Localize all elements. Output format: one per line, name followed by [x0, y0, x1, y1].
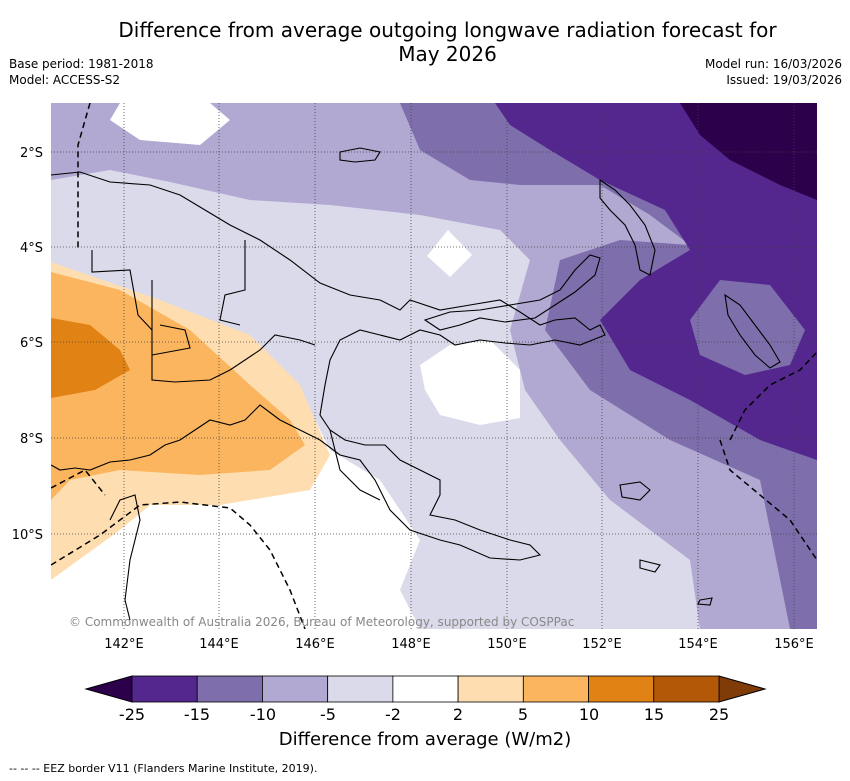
lat-label: 6°S [20, 336, 43, 351]
colorbar-ticks: -25 -15 -10 -5 -2 2 5 10 15 25 [119, 705, 729, 724]
meta-left: Base period: 1981-2018 Model: ACCESS-S2 [9, 56, 154, 88]
patch-white-top [110, 103, 230, 145]
colorbar-tick: 2 [453, 705, 463, 724]
lat-label: 10°S [12, 528, 43, 543]
lat-label: 2°S [20, 146, 43, 161]
colorbar-segment [588, 675, 655, 703]
model-run: Model run: 16/03/2026 [704, 57, 842, 71]
border-line [151, 280, 316, 383]
colorbar-over-arrow [718, 675, 767, 703]
patch-white-north [427, 230, 472, 277]
colorbar-tick: -15 [184, 705, 210, 724]
patch-white-central [420, 340, 520, 425]
region-below-minus25 [680, 103, 817, 200]
lat-labels: 2°S 4°S 6°S 8°S 10°S [12, 146, 43, 543]
eez-footnote: -- -- -- EEZ border V11 (Flanders Marine… [9, 762, 318, 775]
colorbar-segment [457, 675, 524, 703]
colorbar-tick: -2 [385, 705, 401, 724]
colorbar-tick: 15 [644, 705, 664, 724]
lon-label: 142°E [104, 637, 144, 652]
lon-label: 144°E [199, 637, 239, 652]
colorbar-segment [392, 675, 459, 703]
patch-east [690, 280, 805, 375]
lon-label: 148°E [391, 637, 431, 652]
lon-labels: 142°E 144°E 146°E 148°E 150°E 152°E 154°… [104, 637, 814, 652]
copyright-text: © Commonwealth of Australia 2026, Bureau… [69, 615, 574, 629]
colorbar-segment [522, 675, 589, 703]
graticule [51, 103, 817, 629]
eez-borders [51, 103, 817, 629]
new-britain-coast [423, 254, 601, 331]
colorbar-tick: -10 [250, 705, 276, 724]
region-plus5 [51, 272, 305, 500]
manus-coast [339, 147, 381, 163]
lat-label: 4°S [20, 241, 43, 256]
lon-label: 154°E [678, 637, 718, 652]
lon-label: 146°E [295, 637, 335, 652]
colorbar-tick: 5 [518, 705, 528, 724]
new-ireland-coast [599, 178, 656, 276]
colorbar-segment [196, 675, 263, 703]
lat-label: 8°S [20, 432, 43, 447]
colorbar-segments [131, 675, 720, 703]
coastlines [51, 147, 781, 621]
model-name: Model: ACCESS-S2 [9, 73, 121, 87]
lon-label: 150°E [487, 637, 527, 652]
region-plus10 [51, 318, 130, 398]
colorbar-tick: -5 [320, 705, 336, 724]
title-line-2: May 2026 [398, 42, 497, 66]
bougainville-coast [724, 293, 781, 369]
islands-south-east [619, 481, 713, 606]
lon-label: 156°E [774, 637, 814, 652]
title-line-1: Difference from average outgoing longwav… [118, 18, 777, 42]
chart-title: Difference from average outgoing longwav… [0, 18, 850, 66]
colorbar: -25 -15 -10 -5 -2 2 5 10 15 25 [84, 675, 767, 724]
issued-date: Issued: 19/03/2026 [726, 73, 842, 87]
colorbar-tick: -25 [119, 705, 145, 724]
province-line [91, 240, 381, 501]
colorbar-tick: 10 [579, 705, 599, 724]
colorbar-segment [327, 675, 394, 703]
meta-right: Model run: 16/03/2026 Issued: 19/03/2026 [705, 56, 842, 88]
colorbar-segment [653, 675, 720, 703]
colorbar-segment [262, 675, 329, 703]
colorbar-tick: 25 [709, 705, 729, 724]
colorbar-under-arrow [84, 675, 133, 703]
colorbar-title: Difference from average (W/m2) [278, 729, 572, 750]
base-period: Base period: 1981-2018 [9, 57, 154, 71]
lon-label: 152°E [582, 637, 622, 652]
colorbar-segment [131, 675, 198, 703]
anomaly-field [51, 103, 817, 629]
australia-coast [109, 494, 141, 621]
